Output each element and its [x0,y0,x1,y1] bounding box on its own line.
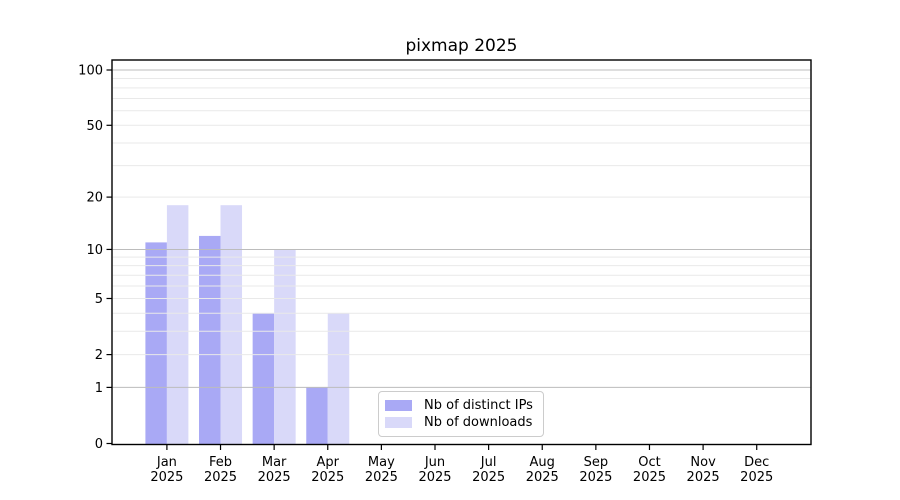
y-tick-label: 5 [95,292,103,307]
x-tick-label: Dec 2025 [740,455,773,485]
chart-title: pixmap 2025 [405,36,518,56]
bar-nb-of-distinct-ips [145,242,167,445]
bar-nb-of-distinct-ips [252,313,275,445]
bar-nb-of-downloads [274,249,296,445]
x-tick-label: Aug 2025 [526,455,559,485]
plot-border [111,59,812,446]
bar-nb-of-downloads [327,313,350,445]
x-tick-label: Jun 2025 [418,455,451,485]
x-tick-label: Jul 2025 [472,455,505,485]
legend-label-downloads: Nb of downloads [424,415,533,430]
y-tick-label: 1 [95,381,103,396]
x-tick-label: Feb 2025 [204,455,237,485]
x-tick-label: May 2025 [365,455,398,485]
bar-nb-of-distinct-ips [199,235,221,445]
y-tick-label: 100 [78,64,103,79]
x-tick-label: Apr 2025 [311,455,344,485]
x-tick-label: Sep 2025 [579,455,612,485]
y-tick-label: 2 [95,348,103,363]
y-tick-label: 20 [86,191,103,206]
legend-item-downloads: Nb of downloads [385,416,537,429]
bar-nb-of-distinct-ips [306,387,328,445]
legend-label-distinct-ips: Nb of distinct IPs [424,398,533,413]
y-tick-label: 50 [86,119,103,134]
legend-swatch-distinct-ips [385,400,412,411]
legend: Nb of distinct IPs Nb of downloads [378,391,544,437]
legend-item-distinct-ips: Nb of distinct IPs [385,399,537,412]
y-tick-label: 0 [95,437,103,452]
bar-nb-of-downloads [220,205,243,445]
legend-swatch-downloads [385,417,412,428]
x-tick-label: Oct 2025 [633,455,666,485]
x-tick-label: Mar 2025 [258,455,291,485]
x-tick-label: Jan 2025 [150,455,183,485]
y-tick-label: 10 [86,243,103,258]
x-tick-label: Nov 2025 [687,455,720,485]
bar-nb-of-downloads [166,205,189,445]
